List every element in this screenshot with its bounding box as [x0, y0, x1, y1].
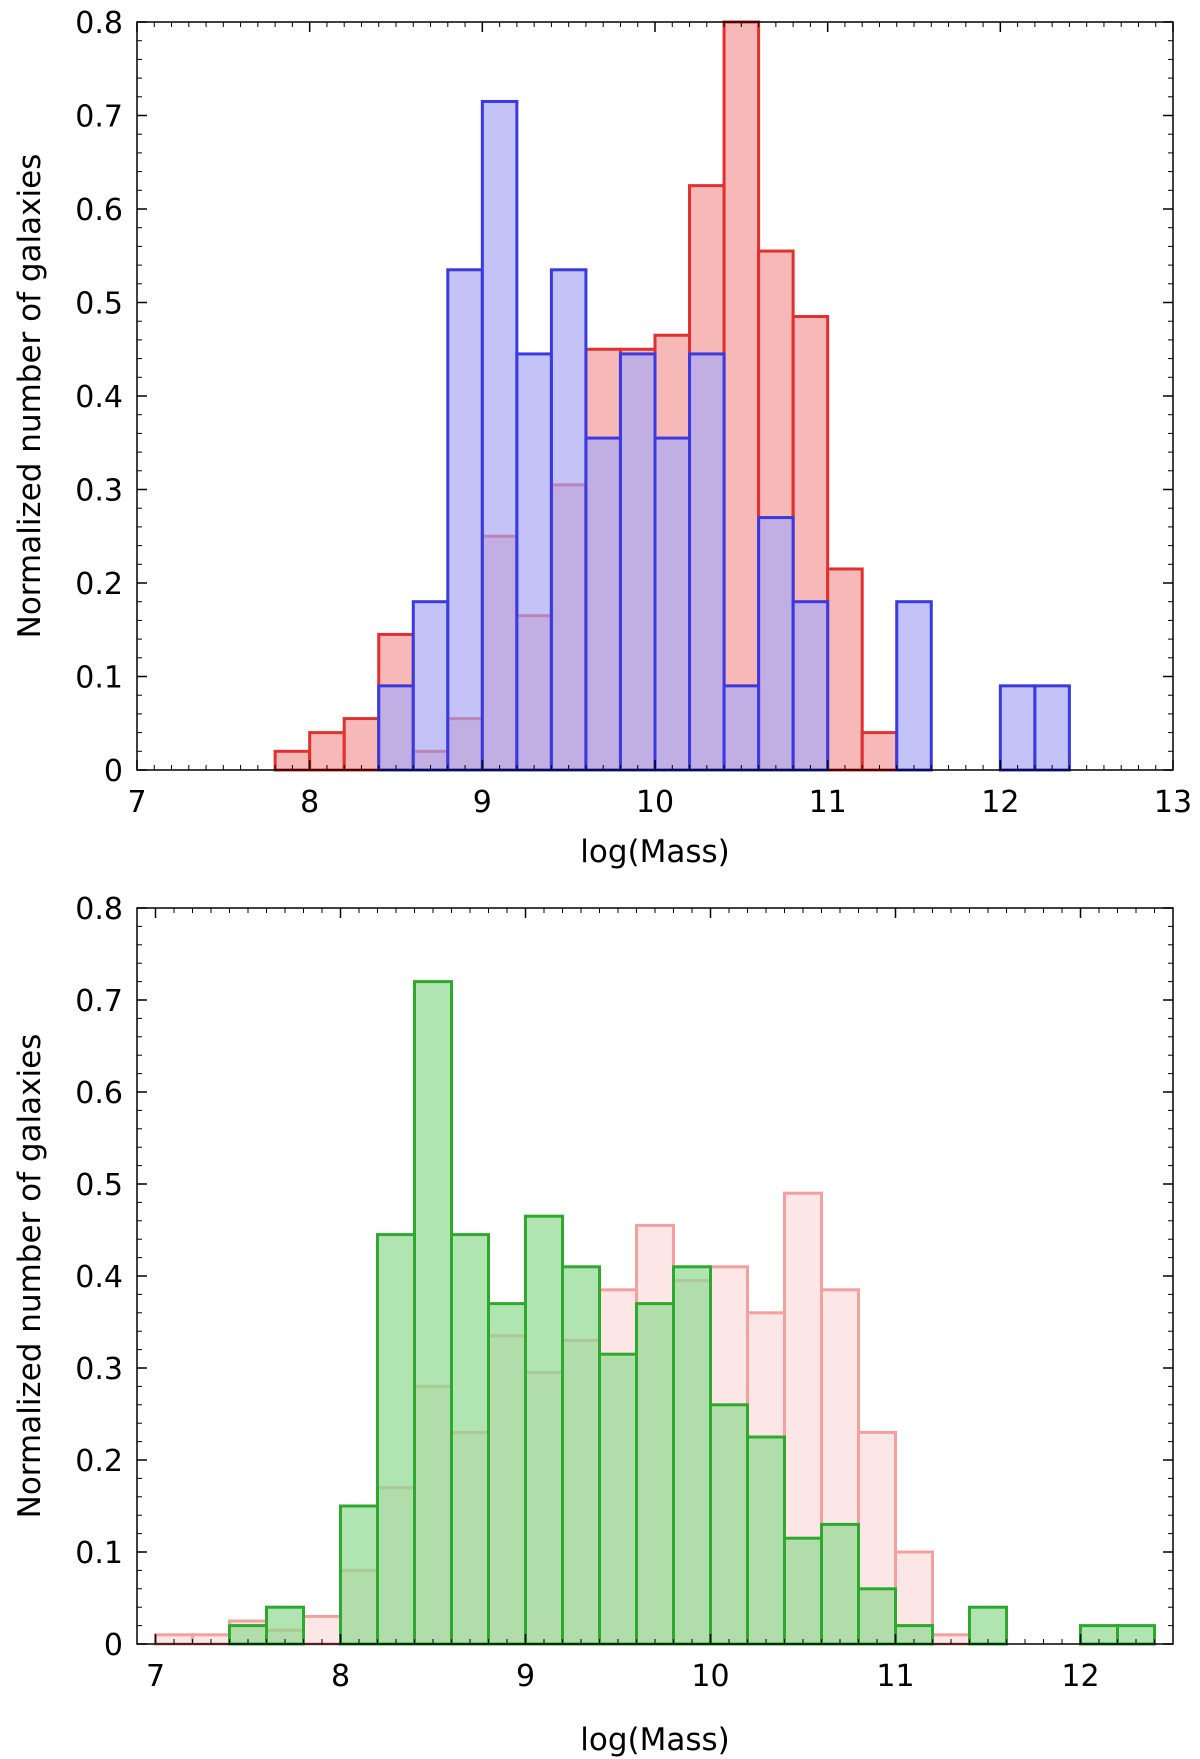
chart1-y-tick-label: 0 [104, 1628, 123, 1663]
chart1-series-1-bar [820, 1522, 860, 1646]
chart-bottom-svg: 7 8 9 10 11 12 0 0.1 0.2 0.3 0.4 0.5 0.6 0.7 0.8 log(Ma… [12, 892, 1174, 1758]
chart0-series-1-bar [757, 516, 795, 772]
chart0-y-tick-label: 0.3 [75, 474, 123, 509]
chart1-y-tick-label: 0.7 [75, 984, 123, 1019]
chart-bottom: 7 8 9 10 11 12 0 0.1 0.2 0.3 0.4 0.5 0.6 0.7 0.8 log(Ma… [0, 880, 1200, 1759]
chart1-x-axis-label: log(Mass) [580, 1722, 730, 1758]
chart0-series-1-bar [584, 436, 622, 772]
chart0-series-1-bar [618, 352, 657, 772]
chart0-series-1-bar [411, 600, 450, 772]
chart0-series-1 [377, 99, 1071, 772]
chart1-y-tick-label: 0.8 [75, 892, 123, 927]
chart1-series-1-bar [524, 1214, 564, 1646]
chart0-x-tick-label: 8 [300, 785, 319, 820]
chart1-series-1-bar [339, 1504, 379, 1646]
chart1-series-1-bar [783, 1536, 823, 1646]
chart0-series-0-bar [722, 20, 761, 772]
chart0-series-0-bar [342, 717, 381, 772]
chart1-series-1-bar [709, 1403, 749, 1646]
chart1-x-tick-label: 10 [691, 1659, 729, 1694]
chart0-series-0-bar [860, 731, 899, 772]
chart1-y-tick-label: 0.2 [75, 1444, 123, 1479]
chart1-x-tick-label: 9 [516, 1659, 535, 1694]
chart0-series-1-bar [1033, 684, 1071, 772]
chart0-y-tick-label: 0.5 [75, 287, 123, 322]
chart1-x-tick-label: 8 [331, 1659, 350, 1694]
chart1-series-1-bar [746, 1435, 786, 1646]
chart0-series-1-bar [549, 268, 588, 772]
chart1-series-1-bar [413, 980, 453, 1646]
chart0-y-axis-label: Normalized number of galaxies [12, 154, 48, 639]
chart0-series-1-bar [998, 684, 1037, 772]
chart0-series-1-bar [446, 268, 484, 772]
chart0-x-tick-label: 9 [473, 785, 492, 820]
chart1-y-tick-label: 0.3 [75, 1352, 123, 1387]
chart0-y-tick-label: 0.7 [75, 100, 123, 135]
chart0-series-1-bar [377, 684, 415, 772]
chart1-series-1-bar [265, 1605, 305, 1646]
chart1-series-1-bar [857, 1587, 897, 1646]
chart0-y-tick-label: 0.8 [75, 6, 123, 41]
chart0-series-0-bar [308, 731, 346, 772]
chart1-series-1-bar [561, 1265, 601, 1646]
chart1-y-tick-label: 0.4 [75, 1260, 123, 1295]
chart0-series-1-bar [791, 600, 830, 772]
chart0-y-tick-label: 0.2 [75, 567, 123, 602]
chart1-x-tick-label: 11 [876, 1659, 914, 1694]
chart-top: 7 8 9 10 11 12 13 0 0.1 0.2 0.3 0.4 0.5 0.6 0.7 0.8 log(… [12, 6, 1192, 870]
chart-top-svg: 7 8 9 10 11 12 13 0 0.1 0.2 0.3 0.4 0.5 0.6 0.7 0.8 log(… [12, 6, 1192, 870]
chart1-series-1 [228, 980, 1156, 1646]
chart0-x-tick-label: 13 [1154, 785, 1192, 820]
chart1-series-1-bar [968, 1605, 1008, 1646]
chart0-series-1-bar [653, 436, 692, 772]
chart1-series-1-bar [487, 1302, 527, 1646]
chart0-series-1-bar [515, 352, 553, 772]
chart0-y-tick-label: 0.6 [75, 193, 123, 228]
chart0-series-1-bar [688, 352, 726, 772]
chart0-x-tick-label: 10 [636, 785, 674, 820]
chart0-series-1-bar [722, 684, 761, 772]
chart0-series-1-bar [895, 600, 933, 772]
chart1-y-tick-label: 0.1 [75, 1536, 123, 1571]
chart0-x-axis-label: log(Mass) [580, 834, 730, 870]
chart1-y-tick-label: 0.6 [75, 1076, 123, 1111]
chart1-y-tick-label: 0.5 [75, 1168, 123, 1203]
chart0-x-tick-label: 11 [809, 785, 847, 820]
chart1-series-1-bar [635, 1302, 675, 1646]
chart0-y-tick-label: 0.1 [75, 661, 123, 696]
chart0-y-tick-label: 0 [104, 754, 123, 789]
chart0-x-tick-label: 7 [127, 785, 146, 820]
chart0-x-tick-label: 12 [981, 785, 1019, 820]
chart0-y-tick-label: 0.4 [75, 380, 123, 415]
chart0-series-1-bar [480, 99, 519, 772]
chart1-x-tick-label: 12 [1061, 1659, 1099, 1694]
chart1-y-axis-label: Normalized number of galaxies [12, 1034, 48, 1519]
chart1-series-1-bar [598, 1352, 638, 1646]
chart1-x-tick-label: 7 [146, 1659, 165, 1694]
chart1-series-1-bar [376, 1233, 416, 1646]
chart1-series-1-bar [450, 1233, 490, 1646]
chart0-series-0-bar [826, 567, 864, 772]
chart1-series-1-bar [672, 1265, 712, 1646]
